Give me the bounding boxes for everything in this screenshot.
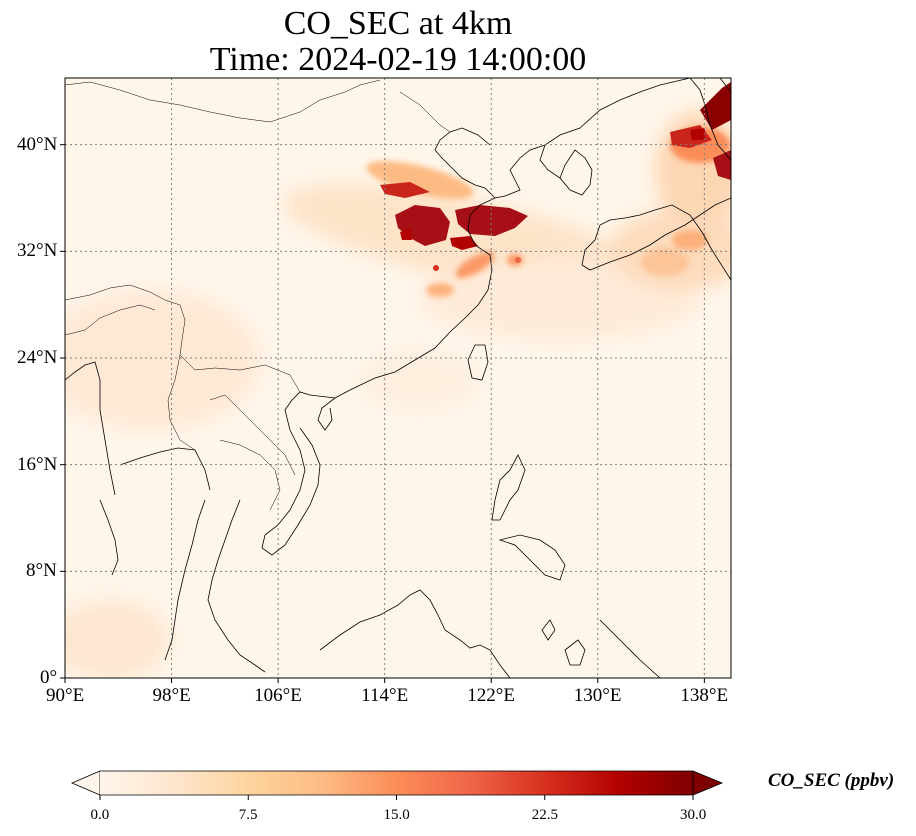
lat-tick-label: 40°N — [17, 133, 58, 155]
colorbar-tick-label: 30.0 — [680, 807, 707, 823]
lon-tick-label: 106°E — [254, 685, 302, 706]
lon-tick-label: 90°E — [46, 685, 85, 706]
colorbar-gradient — [100, 771, 693, 795]
chart-title: CO_SEC at 4km — [283, 5, 513, 42]
colorbar-tick-label: 0.0 — [90, 807, 110, 823]
colorbar-tick-label: 7.5 — [238, 807, 258, 823]
lat-tick-label: 24°N — [17, 347, 58, 368]
lat-tick-label: 8°N — [26, 560, 57, 582]
axis-ticks — [60, 144, 705, 683]
colorbar-extend-max — [692, 770, 724, 796]
lat-tick-label: 0° — [40, 667, 58, 688]
lon-tick-label: 122°E — [467, 685, 515, 706]
colorbar-tick-label: 15.0 — [383, 807, 410, 823]
country-borders — [65, 79, 451, 511]
lat-tick-label: 16°N — [17, 453, 58, 475]
colorbar-tick-label: 22.5 — [531, 807, 558, 823]
map-frame — [64, 77, 732, 679]
colorbar — [70, 770, 724, 800]
colorbar-label: CO_SEC (ppbv) — [768, 770, 895, 791]
coastlines — [65, 78, 731, 678]
colorbar-extend-min — [70, 770, 101, 796]
lat-tick-label: 32°N — [17, 240, 58, 262]
lon-tick-label: 98°E — [152, 685, 191, 706]
graticule — [65, 78, 731, 678]
lon-tick-label: 130°E — [573, 685, 622, 706]
chart-subtitle-time: Time: 2024-02-19 14:00:00 — [209, 41, 587, 78]
lon-tick-label: 114°E — [361, 685, 409, 706]
lon-tick-label: 138°E — [680, 685, 729, 706]
